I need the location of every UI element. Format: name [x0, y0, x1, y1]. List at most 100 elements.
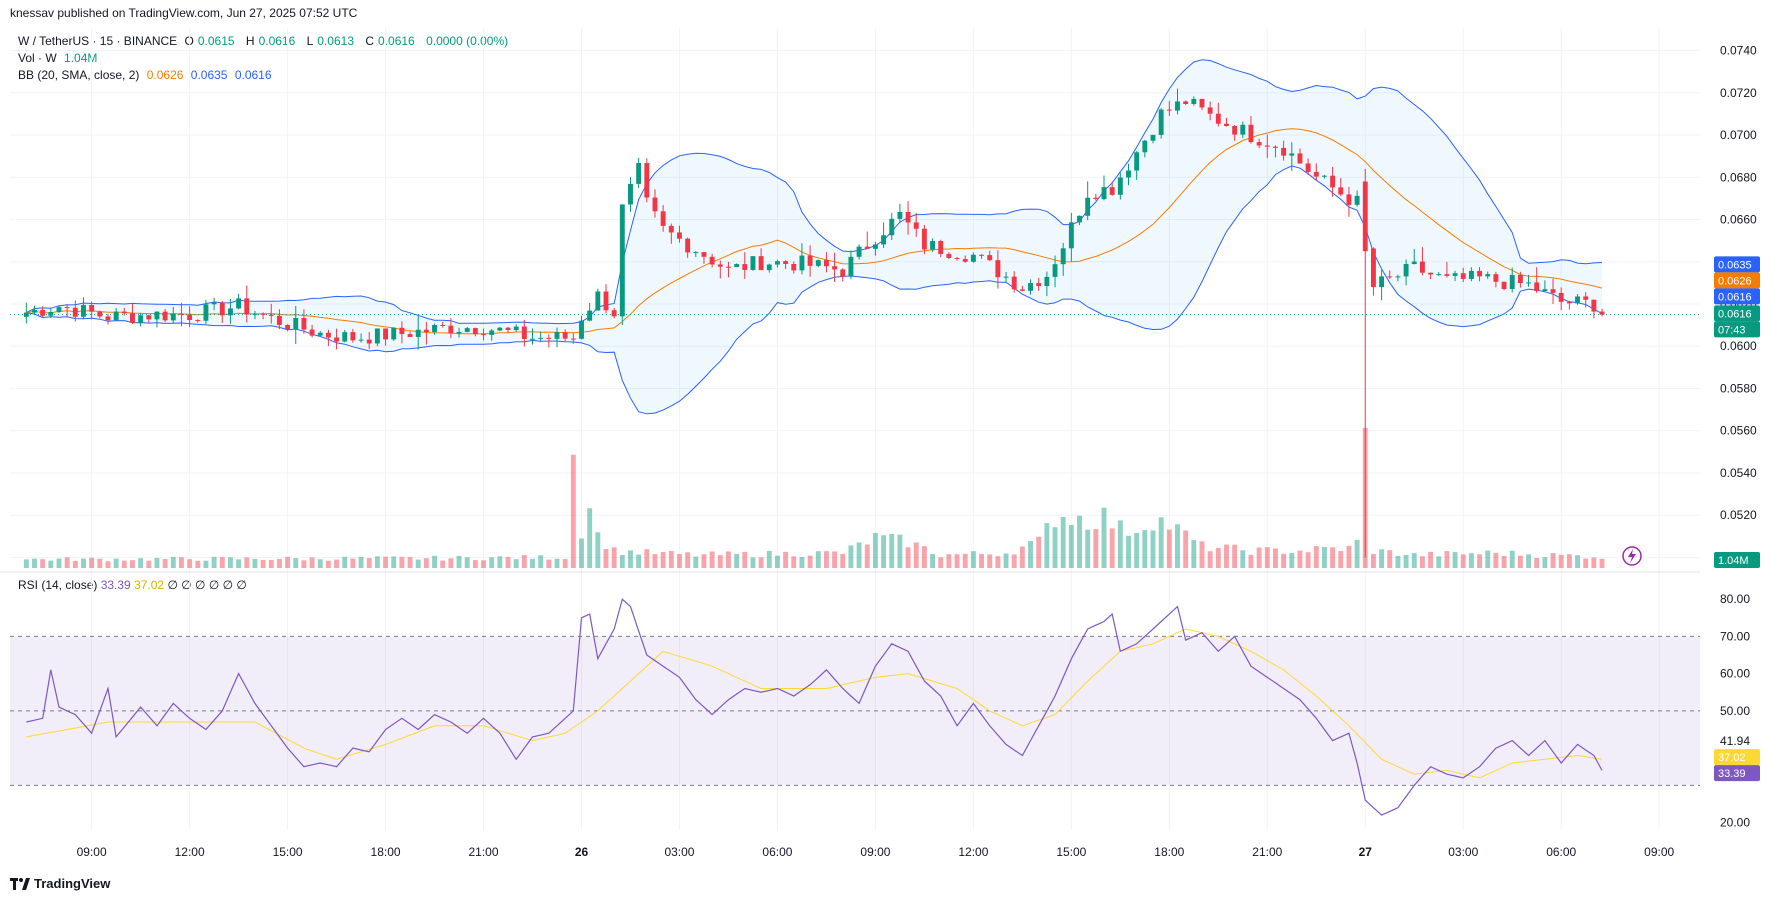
volume-bar — [423, 558, 429, 568]
candle-body — [448, 325, 454, 334]
candle-body — [472, 328, 478, 335]
volume-bar — [1379, 549, 1385, 568]
candle-body — [285, 324, 291, 330]
volume-bar — [1273, 548, 1278, 568]
volume-bar — [921, 546, 927, 568]
candle-body — [799, 255, 805, 271]
candle-body — [1313, 171, 1319, 177]
volume-bar — [913, 542, 919, 568]
candle-body — [350, 332, 356, 341]
candle-body — [1109, 187, 1115, 195]
volume-bar — [619, 555, 625, 568]
volume-bar — [660, 551, 666, 568]
volume-bar — [1313, 546, 1319, 568]
candle-body — [374, 328, 380, 344]
bb-label[interactable]: BB (20, SMA, close, 2) — [18, 68, 140, 82]
volume-bar — [799, 556, 805, 568]
candle-body — [1183, 101, 1189, 104]
volume-bar — [628, 550, 633, 568]
volume-bar — [23, 559, 29, 568]
volume-bar — [1305, 552, 1311, 568]
volume-bar — [538, 555, 544, 568]
volume-bar — [1493, 552, 1499, 568]
bb-basis-tag-bg — [1714, 272, 1760, 289]
candle-body — [685, 238, 691, 253]
time-tick-label: 21:00 — [1252, 845, 1282, 859]
candle-body — [1085, 197, 1091, 216]
candle-body — [1428, 272, 1434, 275]
volume-bar — [513, 559, 519, 568]
candles[interactable] — [23, 88, 1605, 558]
volume-bar — [1215, 547, 1221, 568]
candle-body — [227, 308, 233, 316]
volume-bar — [1011, 554, 1017, 568]
volume-bar — [1232, 544, 1238, 568]
volume-bar — [146, 560, 152, 568]
volume-bar — [734, 553, 740, 568]
volume-bar — [750, 557, 756, 568]
candle-body — [505, 327, 511, 331]
time-tick-label: 26 — [575, 845, 589, 859]
bb-upper-line — [26, 59, 1603, 325]
volume-bar — [1599, 558, 1605, 568]
candle-body — [1493, 274, 1499, 282]
candle-body — [301, 317, 307, 330]
volume-bar — [693, 556, 699, 568]
bb-upper-tag-bg — [1714, 256, 1760, 273]
candle-body — [864, 246, 870, 249]
time-tick-label: 03:00 — [1448, 845, 1478, 859]
symbol-name[interactable]: W / TetherUS · 15 · BINANCE — [18, 34, 178, 48]
candle-body — [1534, 282, 1540, 292]
tradingview-brand[interactable]: TradingView — [10, 876, 110, 891]
volume-bar — [1509, 550, 1515, 568]
volume-bar — [881, 535, 887, 568]
volume-bars — [23, 427, 1605, 568]
candle-body — [889, 218, 895, 236]
candle-body — [856, 246, 862, 257]
volume-bar — [930, 554, 936, 568]
volume-label[interactable]: Vol · W — [18, 51, 57, 65]
candle-body — [162, 311, 168, 321]
volume-bar — [742, 551, 748, 568]
volume-bar — [154, 557, 160, 568]
volume-bar — [293, 558, 299, 568]
time-tick-label: 09:00 — [860, 845, 890, 859]
volume-bar — [1297, 550, 1303, 568]
volume-bar — [1281, 553, 1287, 568]
volume-bar — [1542, 557, 1548, 568]
rsi-tick-label: 20.00 — [1720, 816, 1750, 830]
volume-bar — [334, 559, 340, 568]
volume-bar — [1444, 551, 1450, 568]
volume-bar — [1583, 558, 1589, 568]
price-tick-label: 0.0540 — [1720, 466, 1757, 480]
price-tick-label: 0.0700 — [1720, 128, 1757, 142]
candle-body — [1411, 261, 1417, 265]
volume-bar — [1338, 551, 1344, 568]
candle-body — [130, 313, 135, 323]
volume-bar — [72, 561, 78, 568]
volume-bar — [1428, 551, 1434, 568]
volume-bar — [187, 559, 193, 568]
candle-body — [1158, 109, 1164, 135]
rsi-band-fill — [10, 636, 1700, 786]
volume-bar — [1354, 539, 1360, 568]
candle-body — [905, 211, 911, 223]
candle-body — [807, 255, 813, 266]
candle-body — [1542, 289, 1548, 292]
candle-body — [72, 307, 78, 317]
price-tick-label: 0.0580 — [1720, 381, 1757, 395]
volume-bar — [1052, 527, 1058, 568]
time-tick-label: 09:00 — [77, 845, 107, 859]
candle-body — [481, 334, 486, 336]
candle-body — [750, 256, 756, 270]
volume-bar — [1289, 552, 1295, 568]
candle-body — [464, 328, 470, 332]
rsi-label[interactable]: RSI (14, close) — [18, 578, 98, 592]
candle-body — [897, 211, 903, 219]
volume-bar — [726, 551, 731, 568]
candle-body — [823, 260, 829, 267]
candle-body — [342, 332, 348, 342]
candle-body — [530, 338, 535, 340]
candle-body — [334, 337, 340, 342]
